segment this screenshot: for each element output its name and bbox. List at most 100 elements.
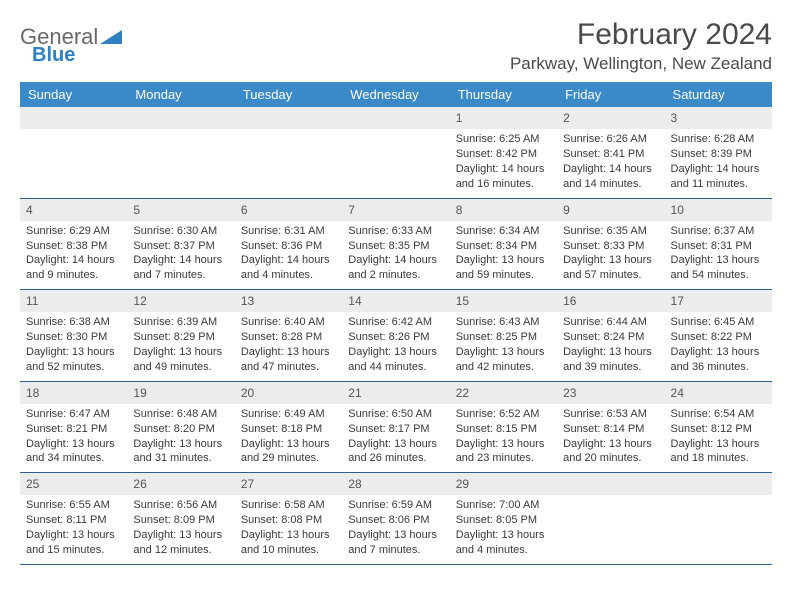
day-info: Sunrise: 6:38 AMSunset: 8:30 PMDaylight:… — [20, 312, 127, 380]
day-number: 19 — [127, 382, 234, 404]
sunset-text: Sunset: 8:18 PM — [241, 422, 336, 437]
day-info: Sunrise: 6:39 AMSunset: 8:29 PMDaylight:… — [127, 312, 234, 380]
week-row: 18Sunrise: 6:47 AMSunset: 8:21 PMDayligh… — [20, 382, 772, 474]
week-row: 1Sunrise: 6:25 AMSunset: 8:42 PMDaylight… — [20, 107, 772, 199]
daylight-text: Daylight: 13 hours and 7 minutes. — [348, 528, 443, 558]
day-number: 12 — [127, 290, 234, 312]
weekday-header: Tuesday — [235, 82, 342, 107]
day-cell: 12Sunrise: 6:39 AMSunset: 8:29 PMDayligh… — [127, 290, 234, 381]
day-cell: 3Sunrise: 6:28 AMSunset: 8:39 PMDaylight… — [665, 107, 772, 198]
day-number-empty — [127, 107, 234, 129]
day-cell — [235, 107, 342, 198]
day-number: 23 — [557, 382, 664, 404]
sunset-text: Sunset: 8:38 PM — [26, 239, 121, 254]
daylight-text: Daylight: 13 hours and 15 minutes. — [26, 528, 121, 558]
day-cell: 13Sunrise: 6:40 AMSunset: 8:28 PMDayligh… — [235, 290, 342, 381]
day-cell: 15Sunrise: 6:43 AMSunset: 8:25 PMDayligh… — [450, 290, 557, 381]
day-number: 4 — [20, 199, 127, 221]
daylight-text: Daylight: 14 hours and 11 minutes. — [671, 162, 766, 192]
daylight-text: Daylight: 13 hours and 12 minutes. — [133, 528, 228, 558]
day-info: Sunrise: 6:25 AMSunset: 8:42 PMDaylight:… — [450, 129, 557, 197]
day-cell: 29Sunrise: 7:00 AMSunset: 8:05 PMDayligh… — [450, 473, 557, 564]
day-cell: 8Sunrise: 6:34 AMSunset: 8:34 PMDaylight… — [450, 199, 557, 290]
sunrise-text: Sunrise: 6:47 AM — [26, 407, 121, 422]
weekday-header: Sunday — [20, 82, 127, 107]
daylight-text: Daylight: 13 hours and 44 minutes. — [348, 345, 443, 375]
daylight-text: Daylight: 13 hours and 39 minutes. — [563, 345, 658, 375]
day-cell: 24Sunrise: 6:54 AMSunset: 8:12 PMDayligh… — [665, 382, 772, 473]
sunrise-text: Sunrise: 6:37 AM — [671, 224, 766, 239]
day-info: Sunrise: 6:49 AMSunset: 8:18 PMDaylight:… — [235, 404, 342, 472]
daylight-text: Daylight: 14 hours and 9 minutes. — [26, 253, 121, 283]
day-number: 15 — [450, 290, 557, 312]
day-number: 22 — [450, 382, 557, 404]
day-number-empty — [557, 473, 664, 495]
day-number: 26 — [127, 473, 234, 495]
sunset-text: Sunset: 8:22 PM — [671, 330, 766, 345]
daylight-text: Daylight: 14 hours and 4 minutes. — [241, 253, 336, 283]
day-cell: 5Sunrise: 6:30 AMSunset: 8:37 PMDaylight… — [127, 199, 234, 290]
sunrise-text: Sunrise: 6:33 AM — [348, 224, 443, 239]
day-cell: 21Sunrise: 6:50 AMSunset: 8:17 PMDayligh… — [342, 382, 449, 473]
day-number: 10 — [665, 199, 772, 221]
sunrise-text: Sunrise: 6:49 AM — [241, 407, 336, 422]
sunrise-text: Sunrise: 6:26 AM — [563, 132, 658, 147]
day-info: Sunrise: 6:33 AMSunset: 8:35 PMDaylight:… — [342, 221, 449, 289]
sunrise-text: Sunrise: 6:48 AM — [133, 407, 228, 422]
daylight-text: Daylight: 13 hours and 57 minutes. — [563, 253, 658, 283]
sunrise-text: Sunrise: 6:40 AM — [241, 315, 336, 330]
sunrise-text: Sunrise: 6:53 AM — [563, 407, 658, 422]
sunrise-text: Sunrise: 6:45 AM — [671, 315, 766, 330]
day-info: Sunrise: 6:55 AMSunset: 8:11 PMDaylight:… — [20, 495, 127, 563]
sunrise-text: Sunrise: 7:00 AM — [456, 498, 551, 513]
day-info: Sunrise: 6:52 AMSunset: 8:15 PMDaylight:… — [450, 404, 557, 472]
day-info: Sunrise: 6:34 AMSunset: 8:34 PMDaylight:… — [450, 221, 557, 289]
day-number: 29 — [450, 473, 557, 495]
day-cell: 6Sunrise: 6:31 AMSunset: 8:36 PMDaylight… — [235, 199, 342, 290]
day-info: Sunrise: 6:37 AMSunset: 8:31 PMDaylight:… — [665, 221, 772, 289]
daylight-text: Daylight: 13 hours and 54 minutes. — [671, 253, 766, 283]
sunset-text: Sunset: 8:21 PM — [26, 422, 121, 437]
day-info: Sunrise: 6:56 AMSunset: 8:09 PMDaylight:… — [127, 495, 234, 563]
day-cell: 16Sunrise: 6:44 AMSunset: 8:24 PMDayligh… — [557, 290, 664, 381]
sunrise-text: Sunrise: 6:43 AM — [456, 315, 551, 330]
sunrise-text: Sunrise: 6:44 AM — [563, 315, 658, 330]
day-info: Sunrise: 6:35 AMSunset: 8:33 PMDaylight:… — [557, 221, 664, 289]
daylight-text: Daylight: 13 hours and 26 minutes. — [348, 437, 443, 467]
sunset-text: Sunset: 8:11 PM — [26, 513, 121, 528]
sunset-text: Sunset: 8:12 PM — [671, 422, 766, 437]
day-cell — [127, 107, 234, 198]
daylight-text: Daylight: 14 hours and 2 minutes. — [348, 253, 443, 283]
day-cell: 27Sunrise: 6:58 AMSunset: 8:08 PMDayligh… — [235, 473, 342, 564]
sunrise-text: Sunrise: 6:54 AM — [671, 407, 766, 422]
sunrise-text: Sunrise: 6:56 AM — [133, 498, 228, 513]
weekday-header: Monday — [127, 82, 234, 107]
day-cell: 22Sunrise: 6:52 AMSunset: 8:15 PMDayligh… — [450, 382, 557, 473]
day-info: Sunrise: 6:26 AMSunset: 8:41 PMDaylight:… — [557, 129, 664, 197]
weeks-container: 1Sunrise: 6:25 AMSunset: 8:42 PMDaylight… — [20, 107, 772, 565]
sunset-text: Sunset: 8:24 PM — [563, 330, 658, 345]
month-title: February 2024 — [510, 18, 772, 52]
daylight-text: Daylight: 13 hours and 18 minutes. — [671, 437, 766, 467]
day-cell — [20, 107, 127, 198]
day-cell: 1Sunrise: 6:25 AMSunset: 8:42 PMDaylight… — [450, 107, 557, 198]
day-info: Sunrise: 6:31 AMSunset: 8:36 PMDaylight:… — [235, 221, 342, 289]
day-cell — [665, 473, 772, 564]
sunrise-text: Sunrise: 6:38 AM — [26, 315, 121, 330]
day-number: 20 — [235, 382, 342, 404]
day-cell: 4Sunrise: 6:29 AMSunset: 8:38 PMDaylight… — [20, 199, 127, 290]
day-cell: 14Sunrise: 6:42 AMSunset: 8:26 PMDayligh… — [342, 290, 449, 381]
daylight-text: Daylight: 13 hours and 29 minutes. — [241, 437, 336, 467]
sunset-text: Sunset: 8:05 PM — [456, 513, 551, 528]
sunrise-text: Sunrise: 6:59 AM — [348, 498, 443, 513]
week-row: 25Sunrise: 6:55 AMSunset: 8:11 PMDayligh… — [20, 473, 772, 565]
day-info: Sunrise: 6:43 AMSunset: 8:25 PMDaylight:… — [450, 312, 557, 380]
day-cell: 11Sunrise: 6:38 AMSunset: 8:30 PMDayligh… — [20, 290, 127, 381]
weekday-header: Thursday — [450, 82, 557, 107]
sunset-text: Sunset: 8:29 PM — [133, 330, 228, 345]
daylight-text: Daylight: 13 hours and 34 minutes. — [26, 437, 121, 467]
sunrise-text: Sunrise: 6:31 AM — [241, 224, 336, 239]
day-number: 9 — [557, 199, 664, 221]
day-cell: 18Sunrise: 6:47 AMSunset: 8:21 PMDayligh… — [20, 382, 127, 473]
sunset-text: Sunset: 8:26 PM — [348, 330, 443, 345]
